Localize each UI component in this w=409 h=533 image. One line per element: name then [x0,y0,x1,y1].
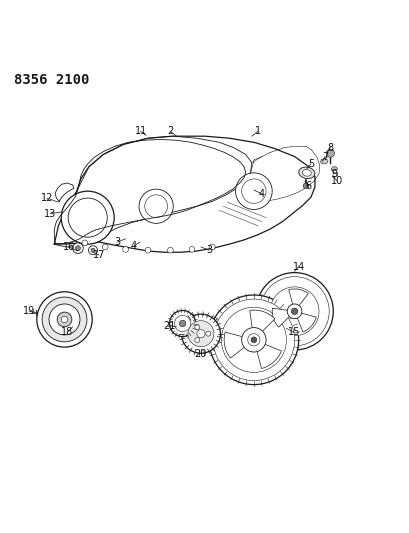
Wedge shape [288,289,308,311]
Circle shape [42,297,87,342]
Circle shape [145,247,151,253]
Wedge shape [272,308,294,327]
Ellipse shape [301,169,310,176]
Circle shape [189,247,194,252]
Polygon shape [54,136,314,252]
Circle shape [235,173,272,209]
Circle shape [209,244,215,250]
Wedge shape [224,332,253,358]
Circle shape [205,331,210,336]
Circle shape [187,321,213,347]
Text: 4: 4 [258,189,265,199]
Circle shape [270,287,318,336]
Circle shape [169,311,195,336]
Text: 14: 14 [292,262,304,271]
Circle shape [302,183,308,189]
Circle shape [72,243,83,254]
Ellipse shape [320,159,327,164]
Text: 5: 5 [307,159,313,169]
Circle shape [91,248,95,252]
Circle shape [181,314,220,353]
Circle shape [250,337,256,343]
Wedge shape [294,311,315,332]
Ellipse shape [298,167,314,179]
Circle shape [221,307,286,373]
Circle shape [326,149,334,157]
Circle shape [61,316,67,322]
Circle shape [68,198,107,237]
Text: 20: 20 [194,349,207,359]
Text: 11: 11 [134,126,146,136]
Text: 9: 9 [330,168,337,179]
Text: 18: 18 [61,327,73,337]
Circle shape [241,328,265,352]
Circle shape [179,320,185,327]
Text: 12: 12 [41,193,53,203]
Circle shape [122,247,128,252]
Circle shape [139,189,173,223]
Circle shape [167,247,173,253]
Circle shape [291,308,297,314]
Wedge shape [253,340,281,368]
Circle shape [194,337,199,343]
Circle shape [174,316,190,332]
Circle shape [57,312,72,327]
Circle shape [259,277,328,346]
Wedge shape [249,310,274,340]
Circle shape [241,179,265,204]
Text: 3: 3 [114,237,120,247]
Text: 4: 4 [130,241,137,251]
Circle shape [255,272,333,350]
Text: 15: 15 [287,327,299,337]
Text: 17: 17 [93,250,105,260]
Circle shape [61,191,114,244]
Ellipse shape [331,167,337,171]
Text: 6: 6 [305,181,311,191]
Circle shape [82,240,88,246]
Text: 19: 19 [23,306,35,316]
Circle shape [88,246,97,255]
Text: 1: 1 [254,126,261,136]
Ellipse shape [332,173,337,177]
Circle shape [75,246,80,251]
Circle shape [247,334,259,346]
Text: 16: 16 [62,242,74,252]
Circle shape [194,325,199,330]
Circle shape [213,299,294,381]
Circle shape [49,304,80,335]
Circle shape [287,304,301,319]
Circle shape [37,292,92,347]
Text: 21: 21 [163,320,175,330]
Text: 8: 8 [326,143,333,152]
Circle shape [102,244,108,250]
Circle shape [196,329,204,338]
Text: 13: 13 [44,208,56,219]
Text: 2: 2 [167,126,173,136]
Circle shape [209,295,298,385]
Text: 10: 10 [330,176,343,186]
Text: 8356 2100: 8356 2100 [13,73,89,87]
Text: 7: 7 [321,151,328,161]
Text: 3: 3 [205,245,211,255]
Circle shape [144,195,167,217]
